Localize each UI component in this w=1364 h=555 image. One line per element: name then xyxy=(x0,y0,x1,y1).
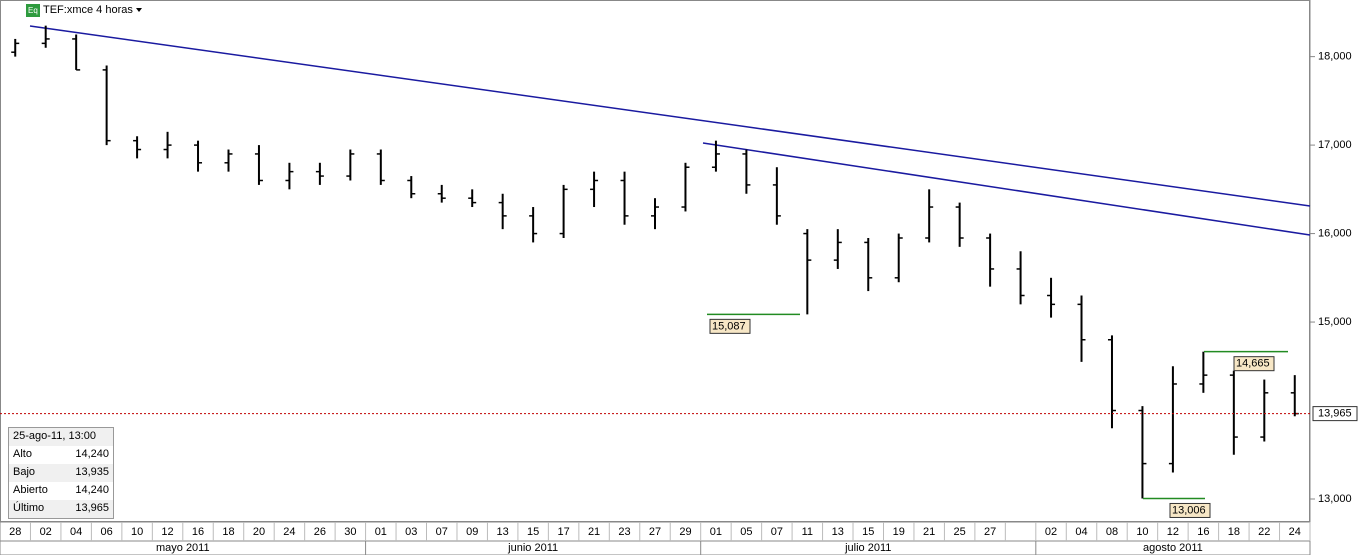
x-tick-label: 02 xyxy=(1045,526,1057,538)
x-tick-label: 08 xyxy=(1106,526,1118,538)
trend-line xyxy=(29,25,1311,207)
month-label: junio 2011 xyxy=(507,542,558,554)
info-box: 25-ago-11, 13:00 Alto 14,240 Bajo 13,935 A… xyxy=(8,427,114,519)
plot-frame xyxy=(0,0,1310,522)
title-dropdown[interactable] xyxy=(136,8,142,12)
month-label: julio 2011 xyxy=(844,542,891,554)
info-date: 25-ago-11, 13:00 xyxy=(9,428,113,446)
last-price-label: 13,965 xyxy=(1318,408,1352,420)
x-tick-label: 10 xyxy=(1136,526,1148,538)
month-label: agosto 2011 xyxy=(1143,542,1203,554)
level-label-box xyxy=(709,318,751,334)
eq-icon-text: Eq xyxy=(28,6,38,15)
info-value: 13,965 xyxy=(75,502,109,514)
x-tick-label: 12 xyxy=(1167,526,1179,538)
info-value: 14,240 xyxy=(75,484,109,496)
eq-icon xyxy=(26,4,40,17)
x-tick-label: 04 xyxy=(1075,526,1087,538)
x-tick-label: 27 xyxy=(649,526,661,538)
last-price-box xyxy=(1312,406,1358,422)
x-tick-label: 09 xyxy=(466,526,478,538)
x-tick-label: 01 xyxy=(375,526,387,538)
chart-title: TEF:xmce 4 horas xyxy=(43,4,133,16)
x-tick-label: 02 xyxy=(40,526,52,538)
info-row: Abierto 14,240 xyxy=(9,482,113,500)
x-tick-label: 04 xyxy=(70,526,82,538)
info-value: 14,240 xyxy=(75,448,109,460)
x-tick-label: 26 xyxy=(314,526,326,538)
level-label: 14,665 xyxy=(1236,358,1270,370)
info-value: 13,935 xyxy=(75,466,109,478)
y-axis-panel xyxy=(1310,0,1364,555)
x-tick-label: 21 xyxy=(923,526,935,538)
info-label: Bajo xyxy=(13,466,36,478)
x-tick-label: 25 xyxy=(954,526,966,538)
x-tick-label: 03 xyxy=(405,526,417,538)
x-tick-label: 16 xyxy=(1197,526,1209,538)
info-label: Alto xyxy=(13,448,32,460)
x-tick-label: 15 xyxy=(527,526,539,538)
x-tick-label: 06 xyxy=(101,526,113,538)
y-tick-label: 18,000 xyxy=(1318,51,1352,63)
x-tick-label: 24 xyxy=(283,526,295,538)
x-tick-label: 24 xyxy=(1289,526,1301,538)
level-label: 15,087 xyxy=(712,320,746,332)
x-tick-label: 18 xyxy=(1228,526,1240,538)
x-tick-label: 19 xyxy=(893,526,905,538)
trend-line xyxy=(702,142,1311,236)
x-tick-label: 29 xyxy=(679,526,691,538)
x-tick-label: 07 xyxy=(436,526,448,538)
y-tick-label: 15,000 xyxy=(1318,316,1352,328)
x-tick-label: 05 xyxy=(740,526,752,538)
x-tick-label: 10 xyxy=(131,526,143,538)
info-label: Último xyxy=(13,502,45,514)
x-tick-label: 01 xyxy=(710,526,722,538)
x-tick-label: 07 xyxy=(771,526,783,538)
x-tick-label: 16 xyxy=(192,526,204,538)
x-tick-label: 15 xyxy=(862,526,874,538)
x-tick-label: 23 xyxy=(618,526,630,538)
x-tick-label: 13 xyxy=(497,526,509,538)
x-tick-label: 21 xyxy=(588,526,600,538)
x-tick-label: 11 xyxy=(802,526,813,538)
y-tick-label: 13,000 xyxy=(1318,493,1352,505)
x-tick-label: 30 xyxy=(344,526,356,538)
x-tick-label: 20 xyxy=(253,526,265,538)
info-date-text: 25-ago-11, 13:00 xyxy=(13,430,96,442)
x-tick-label: 22 xyxy=(1258,526,1270,538)
info-label: Abierto xyxy=(13,484,48,496)
x-axis-panel xyxy=(0,521,1311,555)
level-label: 13,006 xyxy=(1172,504,1206,516)
x-tick-label: 17 xyxy=(557,526,569,538)
info-row: Alto 14,240 xyxy=(9,446,113,464)
x-tick-label: 13 xyxy=(832,526,844,538)
x-tick-label: 18 xyxy=(222,526,234,538)
month-label: mayo 2011 xyxy=(156,542,210,554)
level-label-box xyxy=(1169,502,1211,518)
x-tick-label: 28 xyxy=(9,526,21,538)
x-tick-label: 27 xyxy=(984,526,996,538)
info-row: Último 13,965 xyxy=(9,500,113,518)
level-label-box xyxy=(1233,356,1275,372)
x-tick-label: 12 xyxy=(161,526,173,538)
info-row: Bajo 13,935 xyxy=(9,464,113,482)
y-tick-label: 17,000 xyxy=(1318,139,1352,151)
y-tick-label: 16,000 xyxy=(1318,227,1352,239)
